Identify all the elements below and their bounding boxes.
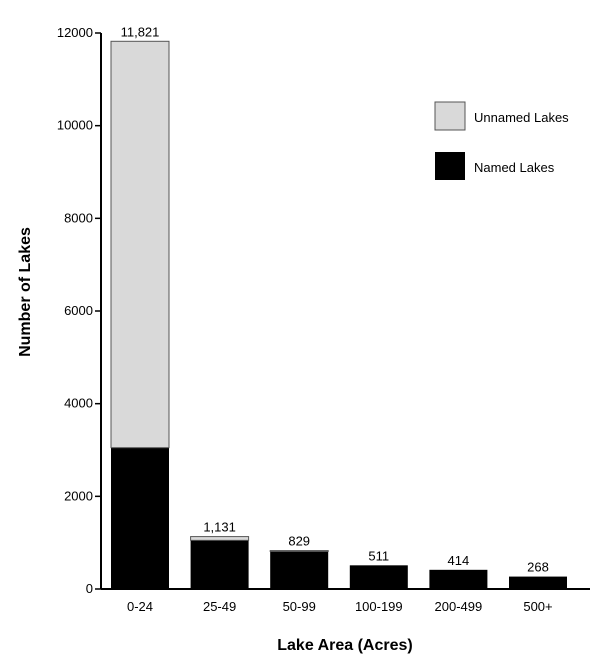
bar-unnamed-lakes — [190, 536, 250, 541]
bar-unnamed-lakes — [269, 550, 329, 552]
bar-total-label: 414 — [448, 553, 470, 568]
x-axis: 0-24 25-49 50-99 100-199 200-499 500+ — [101, 588, 590, 614]
bar-unnamed-lakes — [110, 40, 170, 449]
bar-total-label: 511 — [368, 548, 389, 563]
y-tick-label: 12000 — [57, 25, 93, 40]
legend-label-unnamed-lakes: Unnamed Lakes — [474, 110, 569, 125]
bar-named-lakes — [270, 551, 329, 589]
bar-named-lakes — [190, 540, 249, 589]
bar-named-lakes — [509, 576, 567, 589]
legend-swatch-unnamed-lakes — [434, 101, 466, 131]
y-tick-label: 2000 — [64, 488, 93, 503]
x-tick-label: 25-49 — [203, 599, 236, 614]
legend-label-named-lakes: Named Lakes — [474, 160, 555, 175]
y-tick-label: 0 — [86, 581, 93, 596]
bar-total-label: 268 — [527, 560, 549, 575]
legend-swatch-named-lakes — [435, 152, 465, 180]
y-tick-label: 6000 — [64, 303, 93, 318]
bar-total-label: 1,131 — [203, 520, 236, 535]
y-axis: 0 2000 4000 6000 8000 10000 12000 — [57, 25, 102, 596]
x-axis-title: Lake Area (Acres) — [277, 637, 412, 654]
bar-total-label: 11,821 — [121, 24, 160, 39]
y-tick-label: 10000 — [57, 118, 93, 133]
bar-named-lakes — [429, 569, 488, 589]
bar-total-label: 829 — [288, 534, 310, 549]
legend: Unnamed Lakes Named Lakes — [434, 101, 569, 180]
y-axis-title: Number of Lakes — [17, 227, 34, 357]
x-tick-label: 500+ — [523, 599, 552, 614]
bar-named-lakes — [111, 447, 169, 589]
bar-named-lakes — [349, 565, 408, 589]
bars-group: 11,821 1,131 829 511 414 268 — [110, 24, 567, 589]
x-tick-label: 200-499 — [435, 599, 483, 614]
y-tick-label: 8000 — [64, 210, 93, 225]
x-tick-label: 50-99 — [283, 599, 316, 614]
x-tick-label: 100-199 — [355, 599, 403, 614]
x-tick-label: 0-24 — [127, 599, 153, 614]
y-tick-label: 4000 — [64, 396, 93, 411]
